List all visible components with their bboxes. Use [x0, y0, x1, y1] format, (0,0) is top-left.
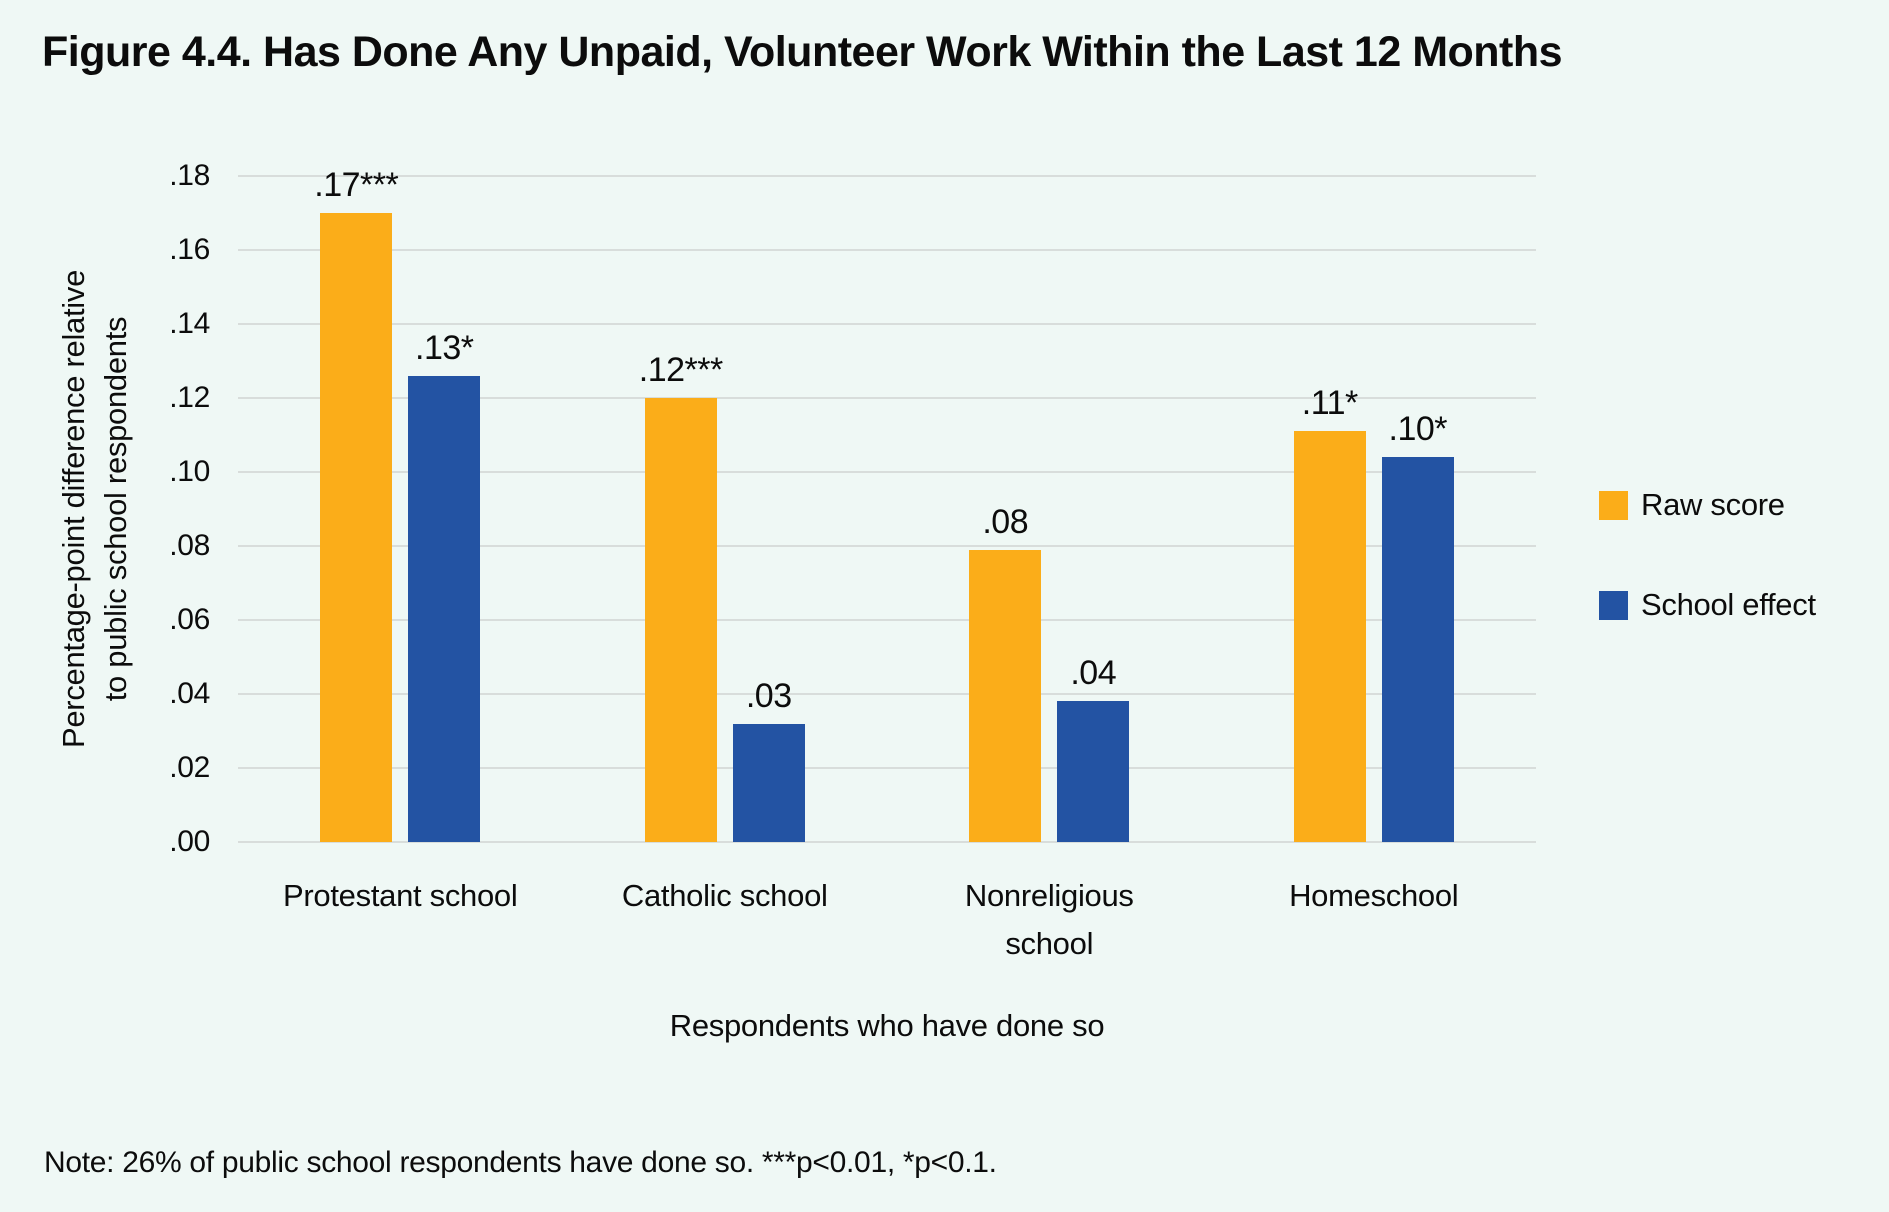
gridline [238, 397, 1536, 399]
bar-value-label: .17*** [314, 166, 399, 204]
gridline [238, 841, 1536, 843]
bar-value-label: .10* [1388, 410, 1448, 449]
bar-value-label: .04 [1070, 654, 1117, 693]
y-tick-label: .12 [169, 381, 210, 414]
legend-swatch [1599, 590, 1628, 620]
bar-school-effect [408, 375, 481, 842]
legend-label: Raw score [1641, 487, 1785, 522]
gridline [238, 249, 1536, 251]
y-tick-label: .16 [169, 233, 210, 266]
bar-value-label: .03 [745, 676, 792, 715]
legend-swatch [1599, 490, 1628, 520]
gridline [238, 323, 1536, 325]
gridline [238, 471, 1536, 473]
x-category-label: Catholic school [621, 878, 828, 913]
figure-note: Note: 26% of public school respondents h… [44, 1146, 997, 1179]
bar-raw-score [969, 549, 1042, 842]
bar-school-effect [1381, 457, 1454, 842]
gridline [238, 619, 1536, 621]
y-tick-label: .18 [169, 159, 210, 192]
gridline [238, 175, 1536, 177]
y-tick-label: .04 [169, 677, 210, 710]
y-tick-label: .08 [169, 529, 210, 562]
y-tick-label: .02 [169, 751, 210, 784]
y-tick-label: .10 [169, 455, 210, 488]
x-axis-title: Respondents who have done so [669, 1008, 1105, 1043]
gridline [238, 545, 1536, 547]
bar-value-label: .11* [1301, 384, 1358, 423]
gridline [238, 767, 1536, 769]
y-tick-label: .06 [169, 603, 210, 636]
gridline [238, 693, 1536, 695]
legend: Raw score School effect [1599, 487, 1816, 623]
legend-label: School effect [1641, 587, 1816, 622]
bar-value-label: .12*** [638, 351, 723, 389]
bar-school-effect [1057, 701, 1130, 842]
x-category-label: Protestant school [283, 878, 518, 913]
legend-item: School effect [1599, 587, 1816, 623]
bar-raw-score [1293, 431, 1366, 842]
figure-title: Figure 4.4. Has Done Any Unpaid, Volunte… [42, 28, 1563, 76]
y-axis-title: Percentage-point difference relative to … [56, 269, 133, 749]
bar-raw-score [644, 398, 717, 842]
y-tick-label: .00 [169, 825, 210, 858]
x-category-label: Nonreligious school [964, 878, 1134, 961]
y-tick-label: .14 [169, 307, 210, 340]
legend-item: Raw score [1599, 487, 1816, 523]
x-category-label: Homeschool [1289, 878, 1459, 913]
bar-school-effect [732, 723, 805, 842]
plot-area: .00 .02 .04 .06 .08 .10 .12 .14 .16 .18 .17*** .13*… [169, 161, 1536, 857]
bar-value-label: .08 [982, 502, 1029, 541]
bar-raw-score [320, 213, 393, 842]
bar-value-label: .13* [415, 328, 474, 367]
